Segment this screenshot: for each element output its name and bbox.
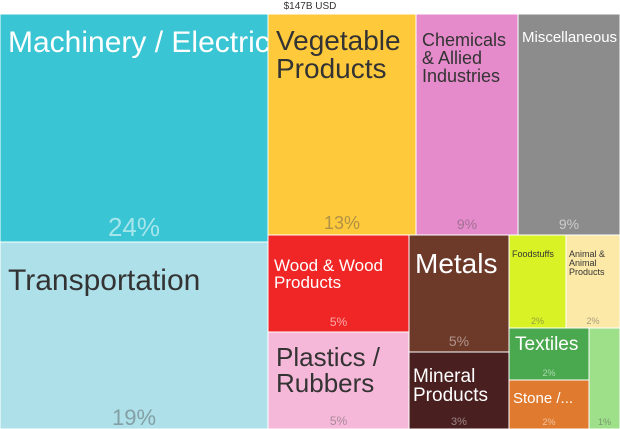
tile-transportation[interactable]: Transportation 19% bbox=[0, 241, 269, 429]
tile-rect[interactable] bbox=[267, 331, 410, 429]
tile-label: Machinery / Electrical bbox=[8, 26, 293, 59]
tile-percent: 19% bbox=[112, 405, 156, 429]
tile-percent: 2% bbox=[531, 316, 544, 326]
tile-rect[interactable] bbox=[508, 327, 590, 381]
tile-label: Textiles bbox=[515, 334, 578, 355]
tile-plastics-rubbers[interactable]: Plastics / Rubbers 5% bbox=[267, 331, 410, 429]
tile-wood-wood-products[interactable]: Wood & Wood Products 5% bbox=[267, 234, 410, 333]
tile-rect[interactable] bbox=[0, 14, 269, 243]
tile-metals[interactable]: Metals 5% bbox=[408, 234, 510, 353]
tile-vegetable-products[interactable]: Vegetable Products 13% bbox=[267, 14, 417, 236]
tile-percent: 5% bbox=[330, 315, 348, 329]
tile-label: Mineral Products bbox=[413, 366, 488, 406]
tile-unlabeled[interactable]: 1% bbox=[588, 327, 620, 429]
tile-rect[interactable] bbox=[0, 241, 269, 429]
tile-percent: 13% bbox=[324, 213, 360, 233]
tile-label: Stone /... bbox=[513, 390, 573, 407]
tile-percent: 3% bbox=[451, 416, 467, 428]
tile-percent: 5% bbox=[449, 333, 469, 349]
total-value-label: $147B USD bbox=[283, 1, 337, 12]
tile-label: Transportation bbox=[8, 264, 200, 297]
tile-rect[interactable] bbox=[588, 327, 620, 429]
tile-label: Wood & Wood Products bbox=[274, 256, 383, 292]
tile-percent: 2% bbox=[586, 316, 599, 326]
tile-foodstuffs[interactable]: Foodstuffs 2% bbox=[508, 234, 567, 329]
tile-percent: 5% bbox=[330, 414, 348, 428]
tile-percent: 2% bbox=[542, 368, 555, 378]
treemap-chart: Machinery / Electrical 24% Transportation 1… bbox=[0, 14, 620, 429]
tile-label: Chemicals & Allied Industries bbox=[422, 30, 506, 86]
tile-stone[interactable]: Stone /... 2% bbox=[508, 379, 590, 429]
tile-label: Animal & Animal Products bbox=[569, 249, 605, 277]
tile-rect[interactable] bbox=[415, 14, 519, 236]
tile-label: Plastics / Rubbers bbox=[276, 342, 381, 398]
tile-rect[interactable] bbox=[408, 234, 510, 353]
tile-rect[interactable] bbox=[508, 234, 567, 329]
tile-label: Metals bbox=[415, 248, 497, 279]
tile-mineral-products[interactable]: Mineral Products 3% bbox=[408, 351, 510, 429]
tile-label: Vegetable Products bbox=[276, 25, 401, 84]
tile-rect[interactable] bbox=[408, 351, 510, 429]
tile-percent: 1% bbox=[598, 417, 611, 427]
tile-miscellaneous[interactable]: Miscellaneous 9% bbox=[517, 14, 620, 236]
tile-percent: 24% bbox=[108, 212, 160, 242]
tile-percent: 2% bbox=[542, 417, 555, 427]
tile-chemicals-allied-industries[interactable]: Chemicals & Allied Industries 9% bbox=[415, 14, 519, 236]
tile-textiles[interactable]: Textiles 2% bbox=[508, 327, 590, 381]
tile-animal-animal-products[interactable]: Animal & Animal Products 2% bbox=[565, 234, 620, 329]
tile-label: Foodstuffs bbox=[512, 249, 554, 259]
tile-rect[interactable] bbox=[517, 14, 620, 236]
tile-rect[interactable] bbox=[508, 379, 590, 429]
tile-label: Miscellaneous bbox=[522, 29, 617, 46]
tile-machinery-electrical[interactable]: Machinery / Electrical 24% bbox=[0, 14, 293, 243]
tile-percent: 9% bbox=[559, 216, 579, 232]
tile-percent: 9% bbox=[457, 216, 477, 232]
